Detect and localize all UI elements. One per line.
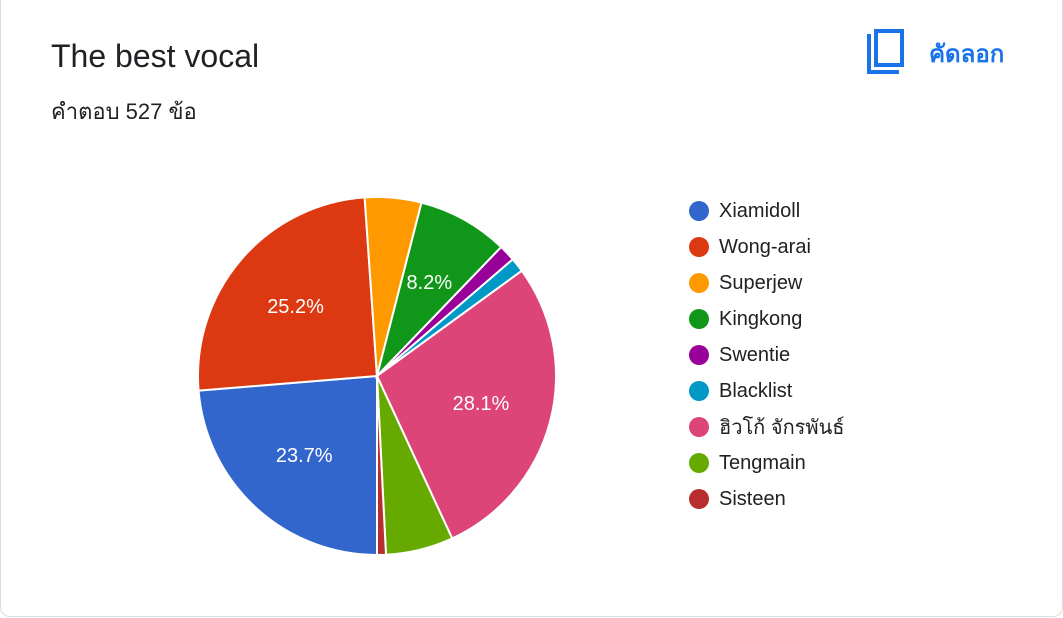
response-count: คำตอบ 527 ข้อ bbox=[51, 99, 197, 124]
legend-label: Xiamidoll bbox=[719, 199, 801, 222]
chart-legend: Xiamidoll Wong-arai Superjew Kingkong Swenti… bbox=[689, 193, 844, 517]
legend-item-5: Blacklist bbox=[689, 373, 844, 409]
legend-label: Sisteen bbox=[719, 487, 786, 510]
legend-label: Blacklist bbox=[719, 379, 793, 402]
legend-swatch bbox=[689, 381, 709, 401]
legend-swatch bbox=[689, 417, 709, 437]
legend-label: Kingkong bbox=[719, 307, 803, 330]
legend-item-7: Tengmain bbox=[689, 445, 844, 481]
copy-icon bbox=[863, 28, 907, 78]
copy-button[interactable]: คัดลอก bbox=[863, 28, 1004, 78]
legend-swatch bbox=[689, 273, 709, 293]
legend-label: Wong-arai bbox=[719, 235, 811, 258]
slice-data-label-6: 28.1% bbox=[453, 393, 510, 415]
slice-data-label-3: 8.2% bbox=[407, 272, 453, 294]
legend-item-0: Xiamidoll bbox=[689, 193, 844, 229]
slice-data-label-1: 25.2% bbox=[267, 296, 324, 318]
pie-slice-0[interactable] bbox=[197, 374, 378, 557]
legend-item-8: Sisteen bbox=[689, 481, 844, 517]
legend-swatch bbox=[689, 345, 709, 365]
slice-data-label-0: 23.7% bbox=[276, 445, 333, 467]
legend-swatch bbox=[689, 309, 709, 329]
legend-swatch bbox=[689, 201, 709, 221]
legend-label: ฮิวโก้ จักรพันธ์ bbox=[719, 417, 845, 439]
legend-label: Superjew bbox=[719, 271, 803, 294]
legend-swatch bbox=[689, 237, 709, 257]
legend-label: Swentie bbox=[719, 343, 791, 366]
chart-title: The best vocal bbox=[51, 38, 260, 74]
pie-slice-3[interactable] bbox=[375, 201, 503, 380]
legend-item-1: Wong-arai bbox=[689, 229, 844, 265]
pie-slice-1[interactable] bbox=[197, 196, 379, 392]
legend-item-3: Kingkong bbox=[689, 301, 844, 337]
legend-label: Tengmain bbox=[719, 451, 806, 474]
legend-item-6: ฮิวโก้ จักรพันธ์ bbox=[689, 409, 844, 445]
legend-swatch bbox=[689, 489, 709, 509]
legend-item-4: Swentie bbox=[689, 337, 844, 373]
copy-label: คัดลอก bbox=[929, 40, 1005, 68]
legend-swatch bbox=[689, 453, 709, 473]
pie-slice-8[interactable] bbox=[376, 375, 388, 557]
legend-item-2: Superjew bbox=[689, 265, 844, 301]
